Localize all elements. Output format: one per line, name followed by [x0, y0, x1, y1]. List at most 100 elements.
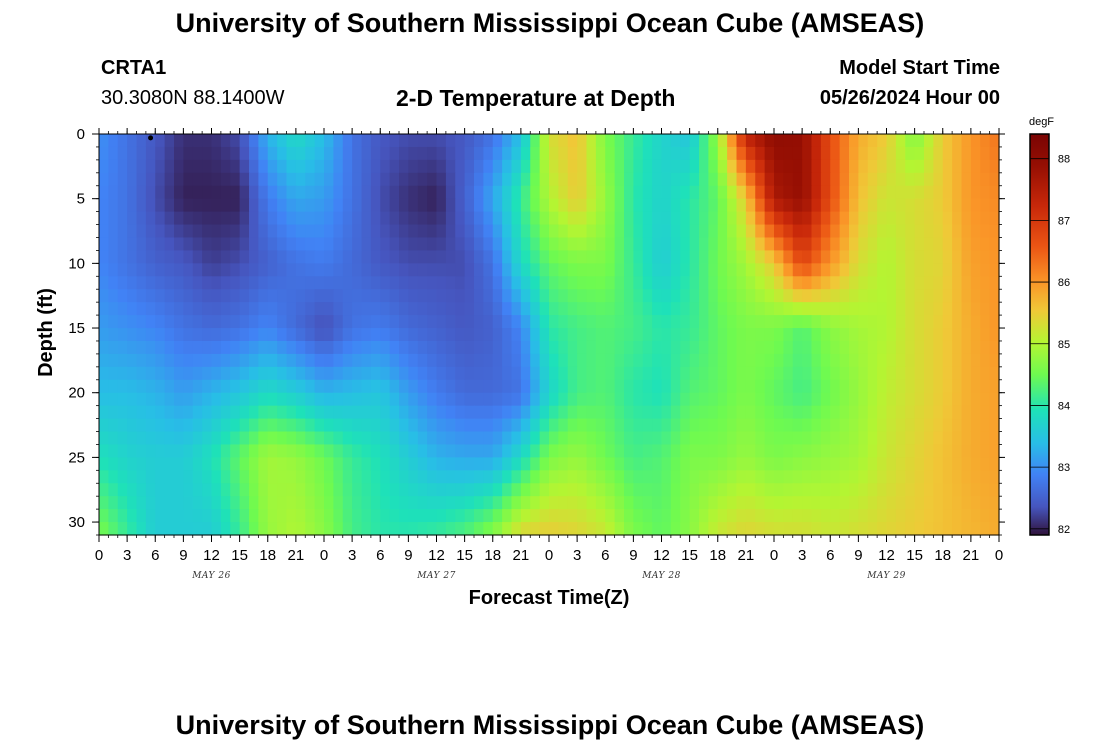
heatmap-cell — [614, 496, 625, 510]
heatmap-cell — [192, 366, 203, 381]
heatmap-cell — [727, 289, 738, 303]
heatmap-cell — [820, 328, 831, 342]
heatmap-cell — [530, 418, 541, 433]
heatmap-cell — [370, 237, 381, 252]
heatmap-cell — [174, 392, 184, 407]
heatmap-cell — [830, 211, 841, 226]
heatmap-cell — [586, 496, 597, 510]
heatmap-cell — [745, 328, 756, 342]
heatmap-cell — [595, 315, 606, 329]
heatmap-cell — [164, 470, 175, 484]
heatmap-cell — [914, 340, 925, 355]
heatmap-cell — [295, 418, 306, 433]
heatmap-cell — [333, 444, 344, 458]
heatmap-cell — [361, 250, 372, 264]
heatmap-cell — [427, 159, 438, 174]
heatmap-cell — [858, 302, 869, 316]
heatmap-cell — [970, 159, 981, 174]
heatmap-cell — [558, 328, 569, 342]
heatmap-cell — [202, 211, 213, 226]
heatmap-cell — [567, 405, 578, 420]
heatmap-cell — [961, 353, 972, 368]
heatmap-cell — [117, 496, 128, 510]
heatmap-cell — [567, 431, 578, 446]
heatmap-cell — [877, 263, 888, 277]
heatmap-cell — [436, 211, 447, 226]
heatmap-cell — [980, 379, 991, 394]
heatmap-cell — [633, 457, 644, 471]
heatmap-cell — [230, 185, 241, 200]
colorbar-unit-label: degF — [1029, 116, 1054, 128]
heatmap-cell — [633, 315, 644, 329]
heatmap-cell — [774, 146, 784, 161]
heatmap-cell — [539, 353, 550, 368]
heatmap-cell — [905, 470, 916, 484]
heatmap-cell — [717, 444, 728, 458]
heatmap-cell — [464, 146, 475, 161]
heatmap-cell — [220, 483, 231, 497]
heatmap-cell — [567, 483, 578, 497]
heatmap-cell — [867, 159, 878, 174]
heatmap-cell — [511, 302, 522, 316]
heatmap-cell — [174, 159, 184, 174]
heatmap-cell — [567, 457, 578, 471]
heatmap-cell — [464, 340, 475, 355]
heatmap-cell — [333, 379, 344, 394]
heatmap-cell — [361, 276, 372, 290]
heatmap-cell — [267, 509, 278, 523]
heatmap-cell — [867, 328, 878, 342]
heatmap-cell — [558, 315, 569, 329]
heatmap-cell — [277, 224, 288, 239]
heatmap-cell — [258, 353, 269, 368]
heatmap-cell — [361, 366, 372, 381]
heatmap-cell — [436, 289, 447, 303]
heatmap-cell — [108, 276, 119, 290]
heatmap-cell — [680, 315, 691, 329]
heatmap-cell — [933, 522, 944, 536]
heatmap-cell — [792, 302, 803, 316]
heatmap-cell — [408, 328, 419, 342]
heatmap-cell — [933, 353, 944, 368]
heatmap-cell — [436, 250, 447, 264]
heatmap-cell — [427, 276, 438, 290]
heatmap-cell — [652, 146, 663, 161]
heatmap-cell — [661, 315, 672, 329]
heatmap-cell — [99, 509, 109, 523]
heatmap-cell — [811, 340, 822, 355]
heatmap-cell — [483, 522, 494, 536]
heatmap-cell — [699, 431, 709, 446]
heatmap-cell — [942, 457, 953, 471]
heatmap-cell — [839, 224, 850, 239]
heatmap-cell — [811, 302, 822, 316]
heatmap-cell — [792, 237, 803, 252]
heatmap-cell — [164, 366, 175, 381]
heatmap-cell — [577, 302, 588, 316]
heatmap-cell — [567, 159, 578, 174]
heatmap-cell — [464, 185, 475, 200]
x-tick-label: 15 — [681, 547, 698, 564]
heatmap-cell — [933, 289, 944, 303]
heatmap-cell — [867, 353, 878, 368]
heatmap-cell — [661, 405, 672, 420]
heatmap-cell — [408, 496, 419, 510]
heatmap-cell — [680, 198, 691, 213]
heatmap-cell — [136, 457, 147, 471]
heatmap-cell — [492, 185, 503, 200]
heatmap-cell — [811, 405, 822, 420]
heatmap-cell — [783, 185, 794, 200]
heatmap-cell — [820, 302, 831, 316]
heatmap-cell — [811, 470, 822, 484]
heatmap-cell — [174, 444, 184, 458]
heatmap-cell — [324, 328, 334, 342]
heatmap-cell — [699, 444, 709, 458]
heatmap-cell — [717, 405, 728, 420]
heatmap-cell — [558, 198, 569, 213]
heatmap-cell — [136, 224, 147, 239]
heatmap-cell — [886, 134, 897, 148]
heatmap-cell — [267, 457, 278, 471]
heatmap-cell — [314, 522, 325, 536]
x-tick-label: 12 — [203, 547, 220, 564]
y-tick-label: 10 — [68, 255, 85, 272]
heatmap-cell — [370, 405, 381, 420]
heatmap-cell — [839, 405, 850, 420]
